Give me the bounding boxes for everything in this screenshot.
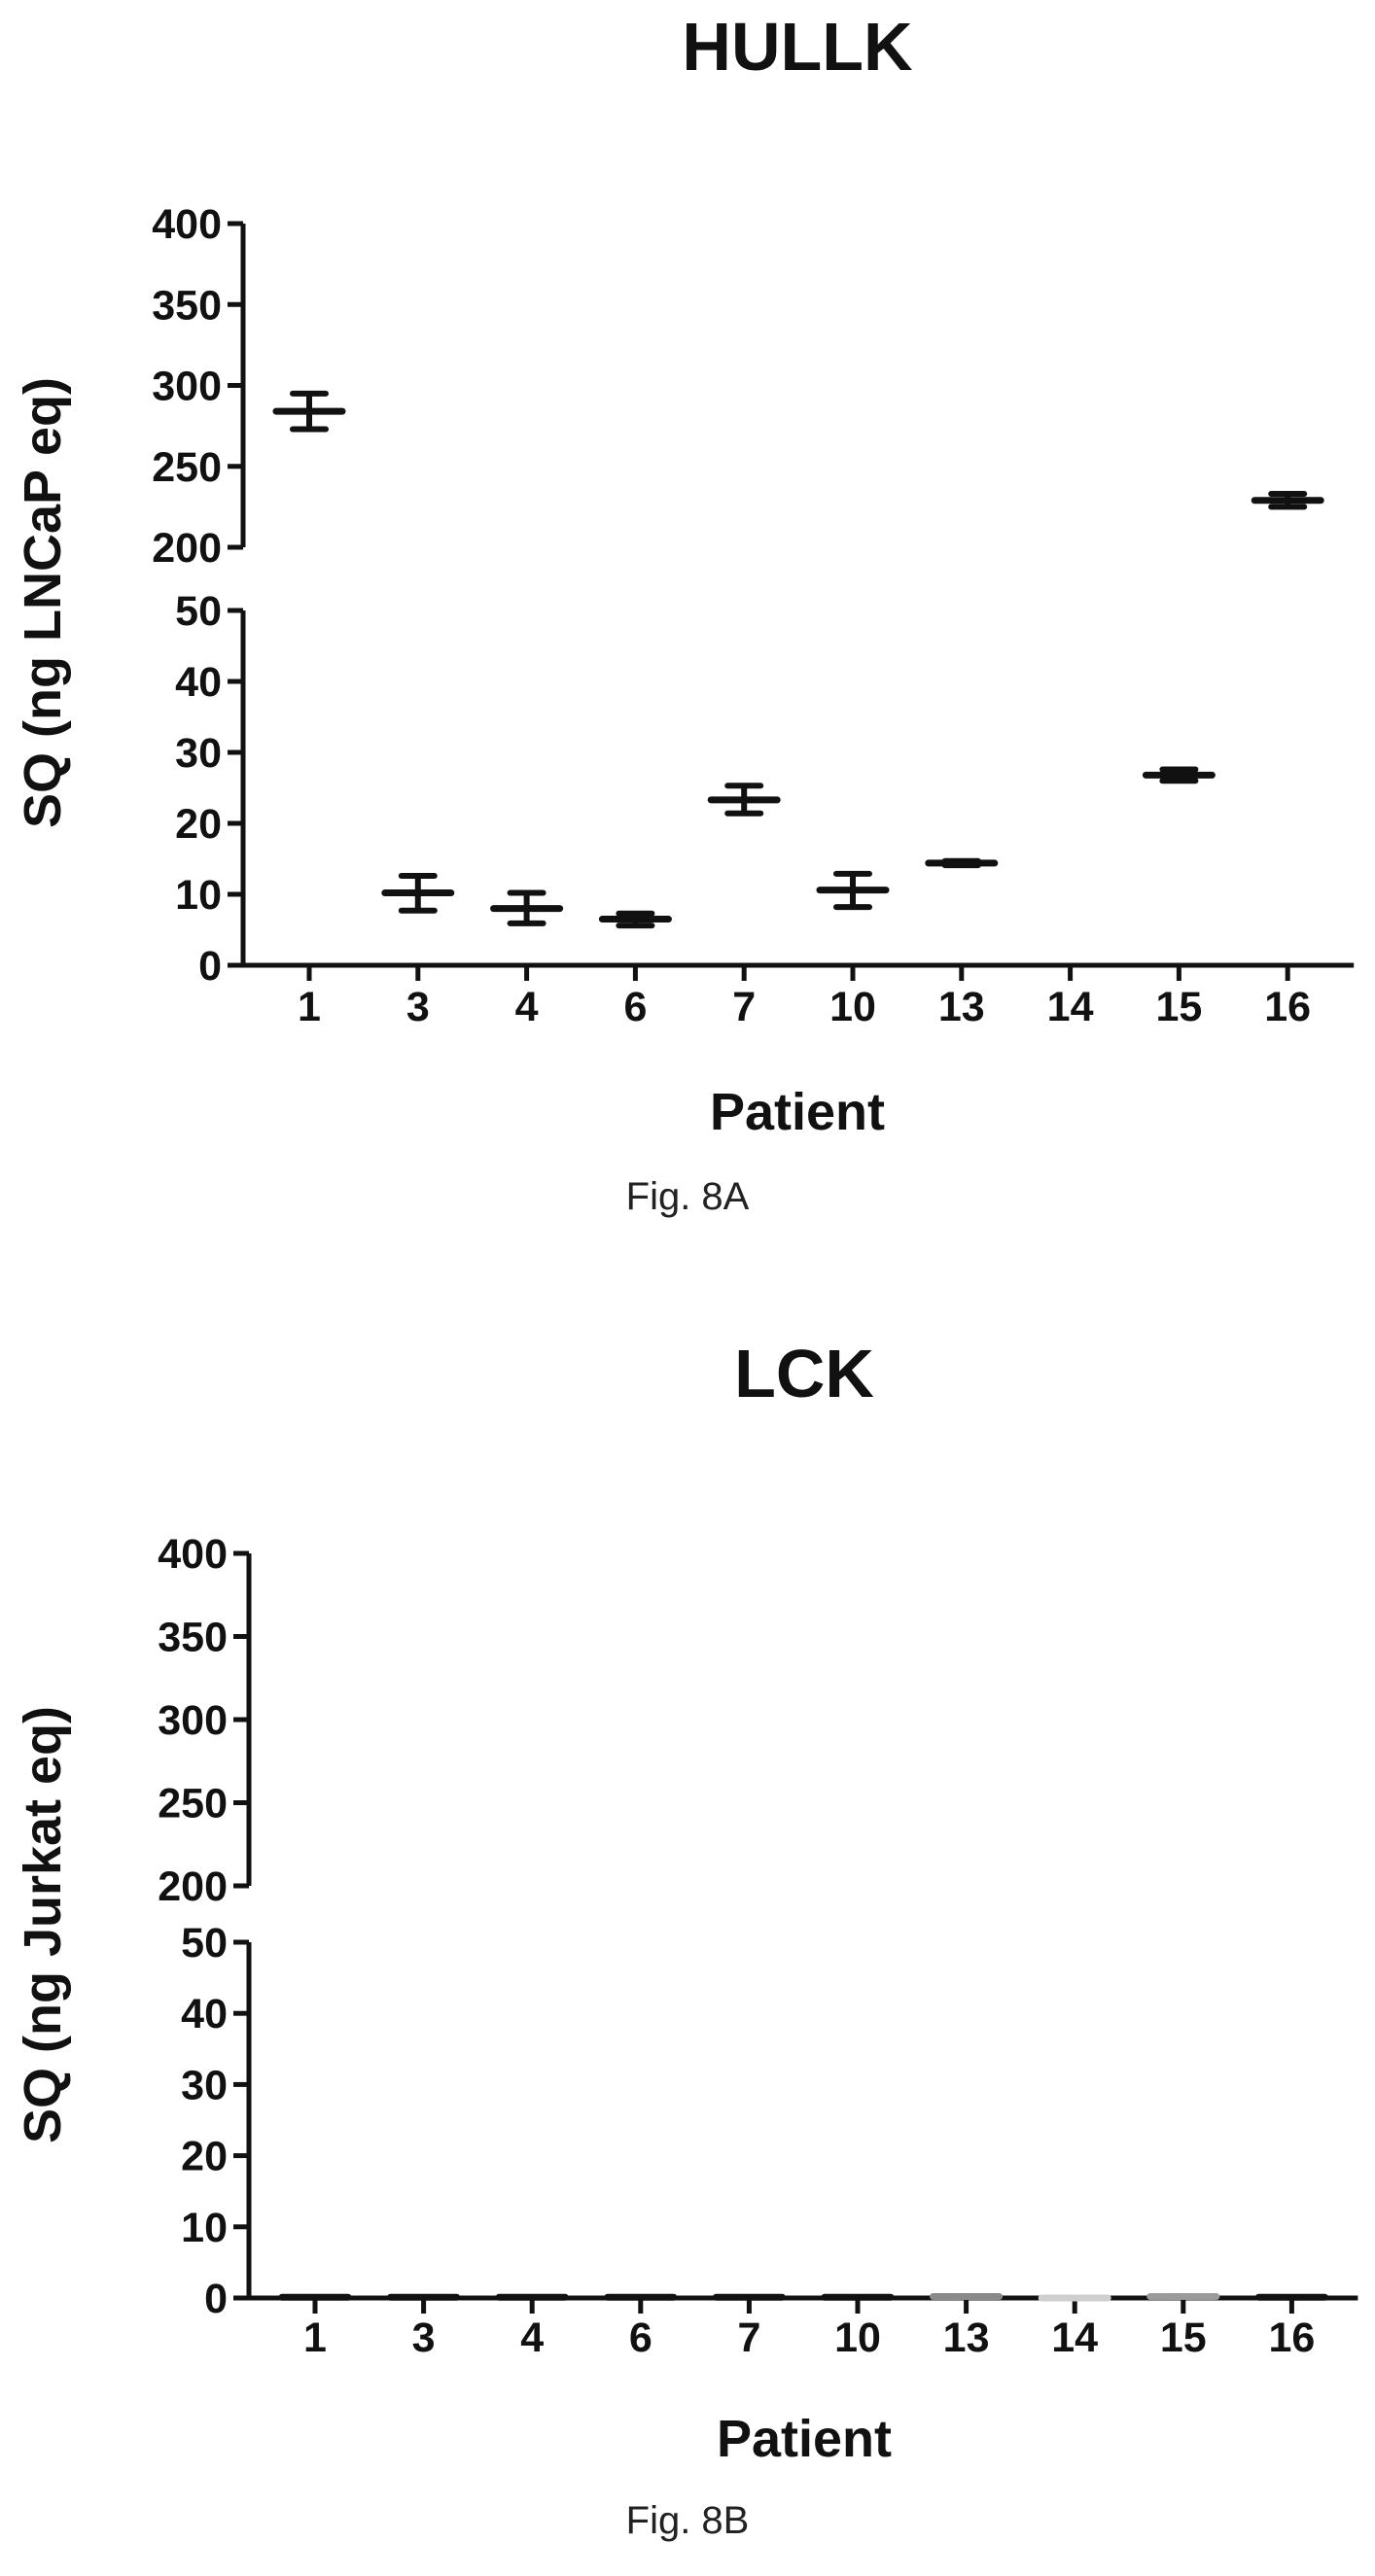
y-tick-label: 400 <box>158 1531 228 1578</box>
y-tick-label: 250 <box>158 1781 228 1828</box>
chart-title: HULLK <box>682 9 912 85</box>
y-tick-label: 350 <box>152 282 222 329</box>
data-point-10 <box>816 870 890 911</box>
y-tick-label: 30 <box>175 730 222 777</box>
x-tick-label: 1 <box>303 2315 327 2361</box>
data-point-16 <box>1251 491 1324 510</box>
y-tick-label: 300 <box>152 364 222 410</box>
data-point-6 <box>598 910 672 929</box>
y-tick-label: 300 <box>158 1697 228 1744</box>
figure-caption: Fig. 8A <box>626 1175 750 1218</box>
data-point-4 <box>490 889 564 926</box>
y-tick-label: 0 <box>198 943 222 990</box>
y-tick-label: 200 <box>152 525 222 572</box>
y-tick-label: 50 <box>181 1920 228 1967</box>
x-axis-title: Patient <box>710 1083 885 1141</box>
x-tick-label: 7 <box>732 984 756 1030</box>
data-point-3 <box>381 873 455 914</box>
x-tick-label: 15 <box>1155 984 1202 1030</box>
chart-hullk: HULLK SQ (ng LNCaP eq) Patient Fig. 8A 0… <box>14 9 1355 1218</box>
x-tick-label: 6 <box>623 984 647 1030</box>
y-tick-label: 40 <box>175 659 222 706</box>
y-tick-label: 250 <box>152 444 222 491</box>
y-tick-label: 10 <box>181 2205 228 2251</box>
x-tick-label: 10 <box>829 984 876 1030</box>
y-tick-label: 350 <box>158 1615 228 1661</box>
y-tick-label: 30 <box>181 2062 228 2108</box>
x-tick-label: 4 <box>515 984 539 1030</box>
chart-title: LCK <box>734 1336 874 1411</box>
y-axis-title: SQ (ng Jurkat eq) <box>14 1706 72 2143</box>
figure-caption: Fig. 8B <box>626 2499 750 2542</box>
y-tick-label: 20 <box>181 2134 228 2180</box>
y-tick-label: 10 <box>175 872 222 919</box>
x-tick-label: 14 <box>1047 984 1094 1030</box>
x-tick-label: 4 <box>520 2315 544 2361</box>
x-tick-label: 6 <box>629 2315 652 2361</box>
y-tick-label: 50 <box>175 588 222 635</box>
data-point-1 <box>272 390 346 433</box>
x-tick-label: 14 <box>1051 2315 1098 2361</box>
x-tick-label: 16 <box>1268 2315 1315 2361</box>
y-tick-label: 400 <box>152 201 222 248</box>
data-point-13 <box>925 857 999 869</box>
x-axis-title: Patient <box>717 2410 892 2468</box>
chart-lck: LCK SQ (ng Jurkat eq) Patient Fig. 8B 0 1… <box>14 1336 1358 2542</box>
data-point-15 <box>1142 766 1216 784</box>
x-tick-label: 13 <box>938 984 985 1030</box>
x-tick-label: 7 <box>737 2315 760 2361</box>
x-tick-label: 10 <box>834 2315 881 2361</box>
x-tick-label: 13 <box>943 2315 990 2361</box>
data-point-7 <box>707 783 781 817</box>
x-tick-label: 15 <box>1160 2315 1207 2361</box>
x-tick-label: 1 <box>298 984 321 1030</box>
x-tick-label: 16 <box>1264 984 1311 1030</box>
x-tick-label: 3 <box>406 984 430 1030</box>
y-tick-label: 40 <box>181 1991 228 2037</box>
y-tick-label: 20 <box>175 801 222 848</box>
x-tick-label: 3 <box>412 2315 436 2361</box>
y-tick-label: 0 <box>204 2276 228 2322</box>
y-tick-label: 200 <box>158 1863 228 1910</box>
y-axis-title: SQ (ng LNCaP eq) <box>14 377 72 828</box>
